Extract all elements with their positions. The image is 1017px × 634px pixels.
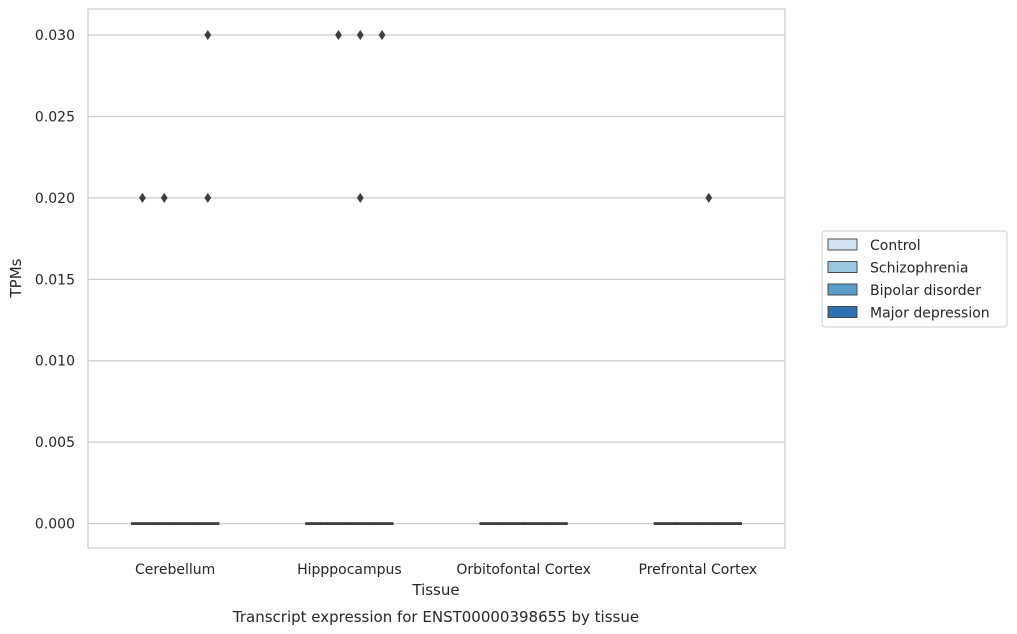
plot-frame [87,8,786,549]
outlier-point [356,30,364,41]
x-tick-label: Cerebellum [135,562,215,578]
y-tick-label: 0.020 [35,191,75,207]
x-tick-label: Hipppocampus [297,562,402,578]
legend-label: Control [870,238,921,254]
x-tick-label: Prefrontal Cortex [639,562,758,578]
y-tick-label: 0.025 [35,109,75,125]
legend-label: Bipolar disorder [870,283,981,299]
plot-background [88,9,785,548]
outlier-point [204,30,212,41]
legend-swatch [827,261,858,273]
x-tick-label: Orbitofontal Cortex [456,562,591,578]
outlier-group [139,30,713,203]
chart-caption: Transcript expression for ENST0000039865… [232,608,639,626]
y-tick-label: 0.030 [35,28,75,44]
outlier-point [139,192,146,203]
outlier-point [160,192,168,203]
outlier-point [378,30,386,41]
legend-swatch [827,283,858,296]
legend-label: Schizophrenia [870,261,968,277]
outlier-point [204,192,212,203]
outlier-point [335,30,342,41]
y-tick-label: 0.015 [35,272,75,288]
legend-swatch [827,238,858,251]
legend-frame [821,230,1008,328]
y-tick-label: 0.005 [35,435,75,451]
y-tick-labels: 0.000 0.005 0.010 0.015 0.020 0.025 0.030 [35,28,75,533]
y-axis-label: TPMs [7,258,25,298]
box-group [130,522,743,525]
x-axis-label: Tissue [411,581,459,599]
legend: Control Schizophrenia Bipolar disorder Majo… [821,230,1008,328]
y-tick-label: 0.010 [35,354,75,370]
legend-swatch [827,306,858,318]
outlier-point [705,192,713,203]
legend-label: Major depression [870,306,990,322]
gridlines [88,34,785,525]
x-tick-labels: Cerebellum Hipppocampus Orbitofontal Corte… [135,562,757,578]
y-tick-label: 0.000 [35,517,75,533]
outlier-point [356,192,364,203]
